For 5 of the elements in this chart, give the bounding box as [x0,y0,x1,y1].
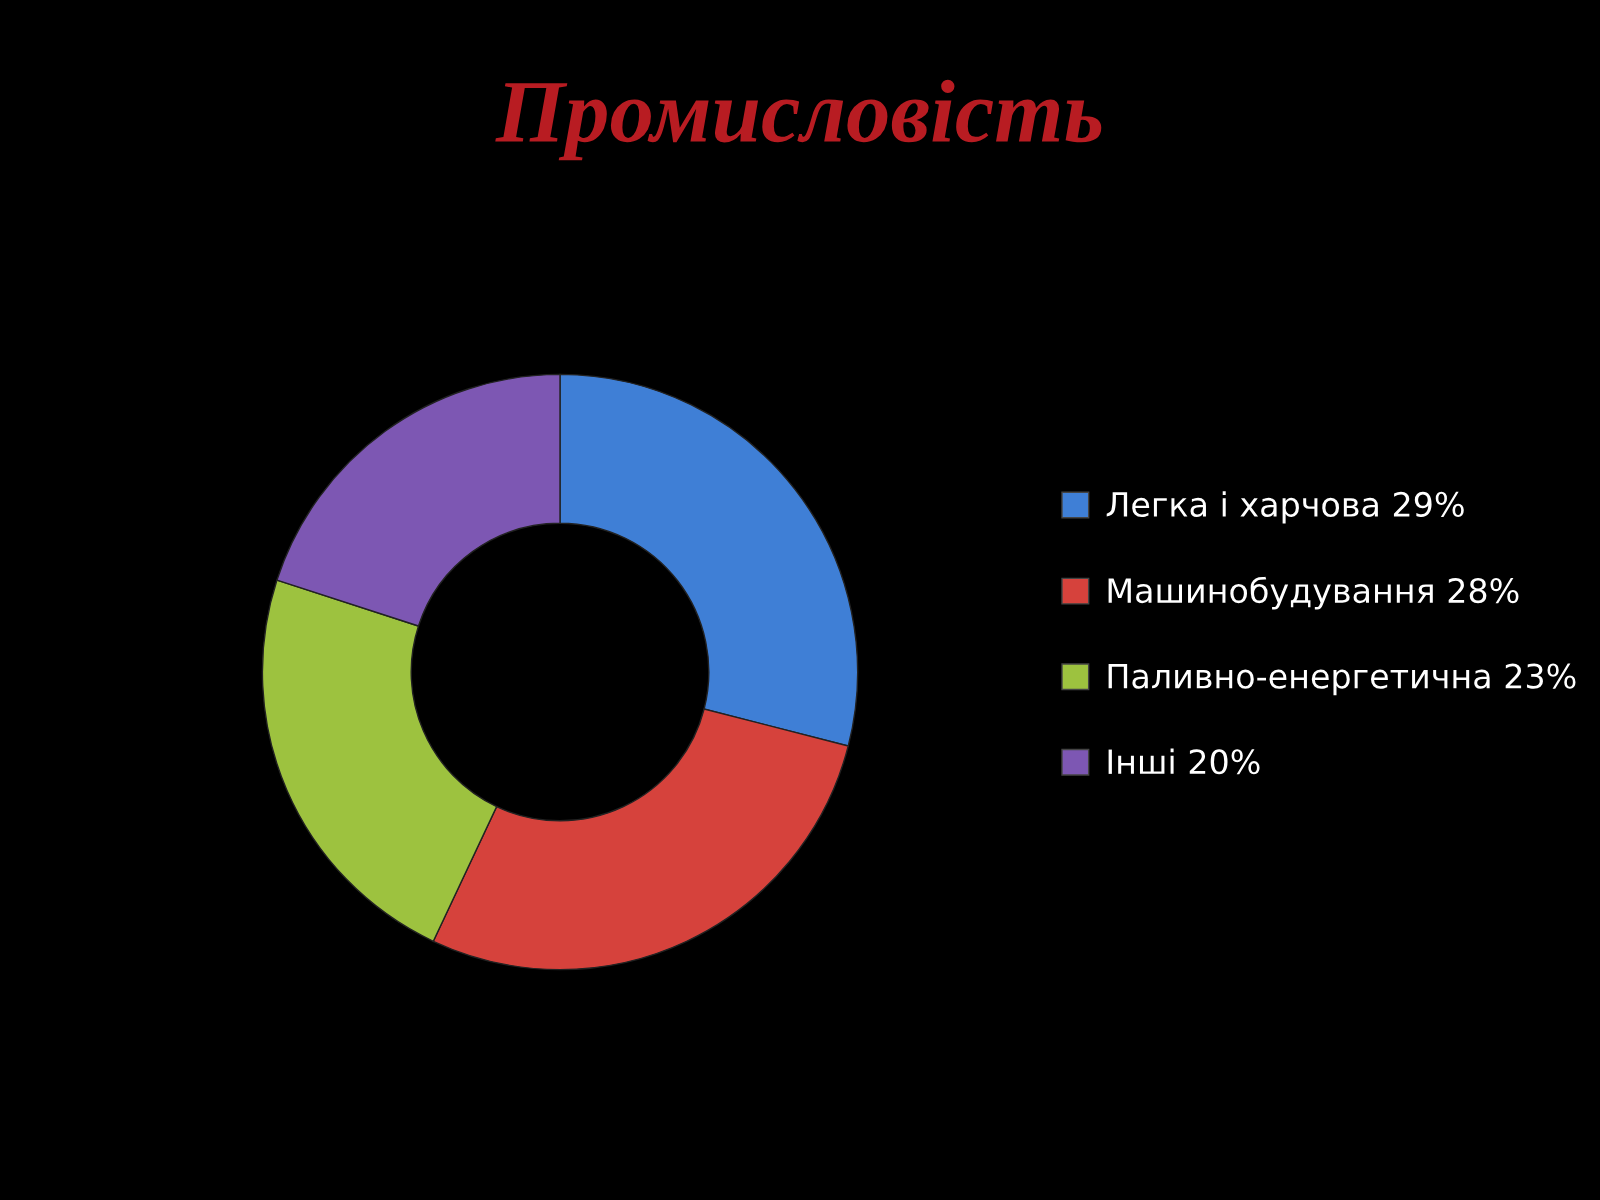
legend-label: Паливно-енергетична 23% [1108,663,1576,696]
legend-label: Легка і харчова 29% [1106,491,1464,524]
chart-title: Промисловість [495,79,1102,161]
legend-label: Машинобудування 28% [1108,576,1519,610]
legend-label: Інші 20% [1108,748,1260,775]
